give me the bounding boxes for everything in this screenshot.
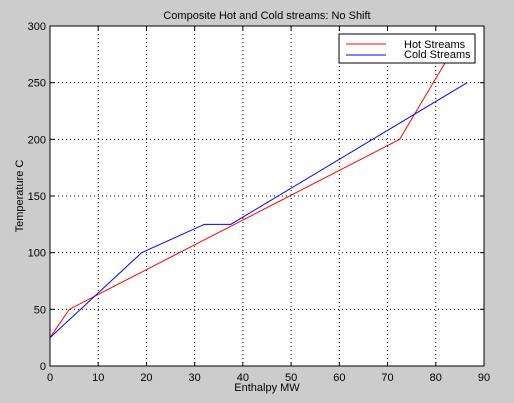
y-tick-label: 0 xyxy=(40,361,46,373)
y-tick-label: 50 xyxy=(34,304,46,316)
x-tick-label: 20 xyxy=(140,372,152,384)
chart-title: Composite Hot and Cold streams: No Shift xyxy=(163,10,370,22)
legend: Hot Streams Cold Streams xyxy=(338,33,476,64)
x-tick-label: 30 xyxy=(189,372,201,384)
legend-box xyxy=(338,33,476,64)
y-tick-label: 200 xyxy=(28,134,46,146)
x-tick-label: 0 xyxy=(47,372,53,384)
x-tick-label: 50 xyxy=(285,372,297,384)
y-tick-label: 250 xyxy=(28,78,46,90)
x-tick-label: 80 xyxy=(430,372,442,384)
grid xyxy=(50,26,484,366)
axis-ticks: 0 10 20 30 40 50 60 70 80 90 0 50 100 150 200 250 300 xyxy=(28,21,490,384)
x-axis-label: Enthalpy MW xyxy=(234,382,300,394)
y-tick-label: 300 xyxy=(28,21,46,33)
x-tick-label: 10 xyxy=(92,372,104,384)
x-tick-label: 60 xyxy=(333,372,345,384)
cold-streams-line xyxy=(50,82,468,339)
legend-label-hot: Hot Streams xyxy=(404,39,466,51)
y-tick-label: 150 xyxy=(28,191,46,203)
y-tick-label: 100 xyxy=(28,248,46,260)
legend-label-cold: Cold Streams xyxy=(404,49,471,61)
x-tick-label: 70 xyxy=(381,372,393,384)
x-tick-label: 40 xyxy=(237,372,249,384)
x-tick-label: 90 xyxy=(478,372,490,384)
series-layer xyxy=(50,62,468,339)
y-axis-label: Temperature C xyxy=(14,160,26,233)
hot-streams-line xyxy=(50,62,446,338)
